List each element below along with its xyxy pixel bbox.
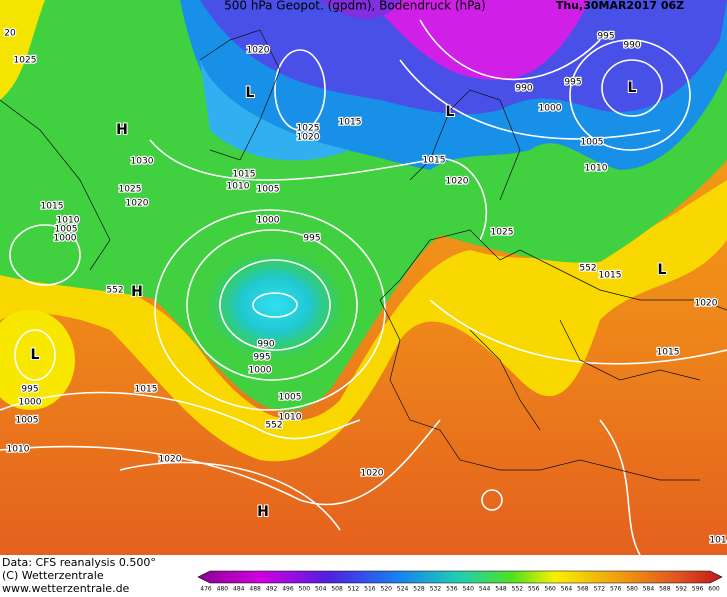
colorbar-label: 512	[348, 586, 360, 593]
header: 500 hPa Geopot. (gpdm), Bodendruck (hPa)…	[224, 0, 684, 13]
url: www.wetterzentrale.de	[2, 582, 130, 593]
isobar-label: 20	[4, 29, 16, 39]
isobar-label: 1005	[581, 138, 604, 148]
colorbar-label: 520	[381, 586, 393, 593]
isobar-label: 1015	[233, 170, 256, 180]
colorbar-label: 556	[528, 586, 540, 593]
isobar-label: 1020	[695, 299, 718, 309]
pressure-center: L	[31, 347, 40, 363]
isobar-label: 1005	[55, 225, 78, 235]
isobar-label: 1025	[297, 124, 320, 134]
colorbar-label: 544	[479, 586, 491, 593]
colorbar-label: 500	[299, 586, 311, 593]
pressure-center: L	[658, 262, 667, 278]
pressure-center: H	[257, 504, 269, 520]
pressure-center: L	[628, 80, 637, 96]
isobar-label: 1005	[16, 416, 39, 426]
isobar-label: 1005	[257, 185, 280, 195]
date: Thu,30MAR2017 06Z	[556, 0, 684, 12]
isobar-label: 552	[579, 264, 596, 274]
map-area	[0, 0, 727, 556]
colorbar-label: 540	[462, 586, 474, 593]
isobar-label: 995	[303, 234, 320, 244]
colorbar-label: 560	[544, 586, 556, 593]
isobar-label: 1020	[247, 46, 270, 56]
isobar-label: 995	[253, 353, 270, 363]
isobar-label: 1000	[257, 216, 280, 226]
isobar-label: 1025	[491, 228, 514, 238]
isobar-label: 1015	[599, 271, 622, 281]
isobar-label: 1020	[446, 177, 469, 187]
colorbar-label: 524	[397, 586, 409, 593]
isobar-label: 1005	[279, 393, 302, 403]
isobar-label: 990	[515, 84, 532, 94]
colorbar-label: 476	[200, 586, 212, 593]
isobar-label: 995	[564, 78, 581, 88]
colorbar-label: 488	[249, 586, 261, 593]
isobar-label: 1020	[361, 469, 384, 479]
colorbar-label: 572	[594, 586, 606, 593]
isobar-label: 1010	[7, 445, 30, 455]
isobar-label: 1010	[279, 413, 302, 423]
isobar-label: 1010	[227, 182, 250, 192]
copyright: (C) Wetterzentrale	[2, 569, 104, 582]
colorbar	[197, 570, 723, 584]
isobar-label: 101	[709, 536, 726, 546]
colorbar-label: 504	[315, 586, 327, 593]
colorbar-label: 496	[282, 586, 294, 593]
isobar-label: 990	[623, 41, 640, 51]
isobar-label: 1015	[423, 156, 446, 166]
colorbar-label: 480	[217, 586, 229, 593]
colorbar-label: 584	[643, 586, 655, 593]
colorbar-label: 492	[266, 586, 278, 593]
isobar-label: 1020	[159, 455, 182, 465]
colorbar-label: 552	[512, 586, 524, 593]
isobar-label: 1015	[657, 348, 680, 358]
colorbar-label: 588	[659, 586, 671, 593]
isobar-label: 990	[257, 340, 274, 350]
title: 500 hPa Geopot. (gpdm), Bodendruck (hPa)	[224, 0, 486, 13]
isobar-label: 1020	[297, 133, 320, 143]
colorbar-label: 532	[430, 586, 442, 593]
isobar-label: 1025	[119, 185, 142, 195]
isobar-label: 1000	[539, 104, 562, 114]
isobar-label: 552	[106, 286, 123, 296]
isobar-label: 552	[265, 421, 282, 431]
pressure-center: H	[116, 122, 128, 138]
isobar-label: 1030	[131, 157, 154, 167]
pressure-center: L	[246, 85, 255, 101]
colorbar-label: 580	[626, 586, 638, 593]
pressure-center: H	[131, 284, 143, 300]
colorbar-label: 484	[233, 586, 245, 593]
colorbar-label: 564	[561, 586, 573, 593]
colorbar-label: 596	[692, 586, 704, 593]
pressure-center: L	[446, 104, 455, 120]
isobar-label: 995	[21, 385, 38, 395]
isobar-label: 1010	[585, 164, 608, 174]
isobar-label: 1015	[339, 118, 362, 128]
isobar-label: 1025	[14, 56, 37, 66]
colorbar-label: 568	[577, 586, 589, 593]
isobar-label: 1015	[41, 202, 64, 212]
isobar-label: 1000	[54, 234, 77, 244]
isobar-label: 1000	[249, 366, 272, 376]
colorbar-label: 528	[413, 586, 425, 593]
isobar-label: 995	[597, 32, 614, 42]
colorbar-label: 516	[364, 586, 376, 593]
isobar-label: 1000	[19, 398, 42, 408]
colorbar-label: 548	[495, 586, 507, 593]
isobar-label: 1015	[135, 385, 158, 395]
source: Data: CFS reanalysis 0.500°	[2, 556, 156, 569]
isobar-label: 1010	[57, 216, 80, 226]
colorbar-label: 600	[708, 586, 720, 593]
colorbar-label: 592	[675, 586, 687, 593]
colorbar-label: 508	[331, 586, 343, 593]
colorbar-label: 576	[610, 586, 622, 593]
colorbar-label: 536	[446, 586, 458, 593]
isobar-label: 1020	[126, 199, 149, 209]
